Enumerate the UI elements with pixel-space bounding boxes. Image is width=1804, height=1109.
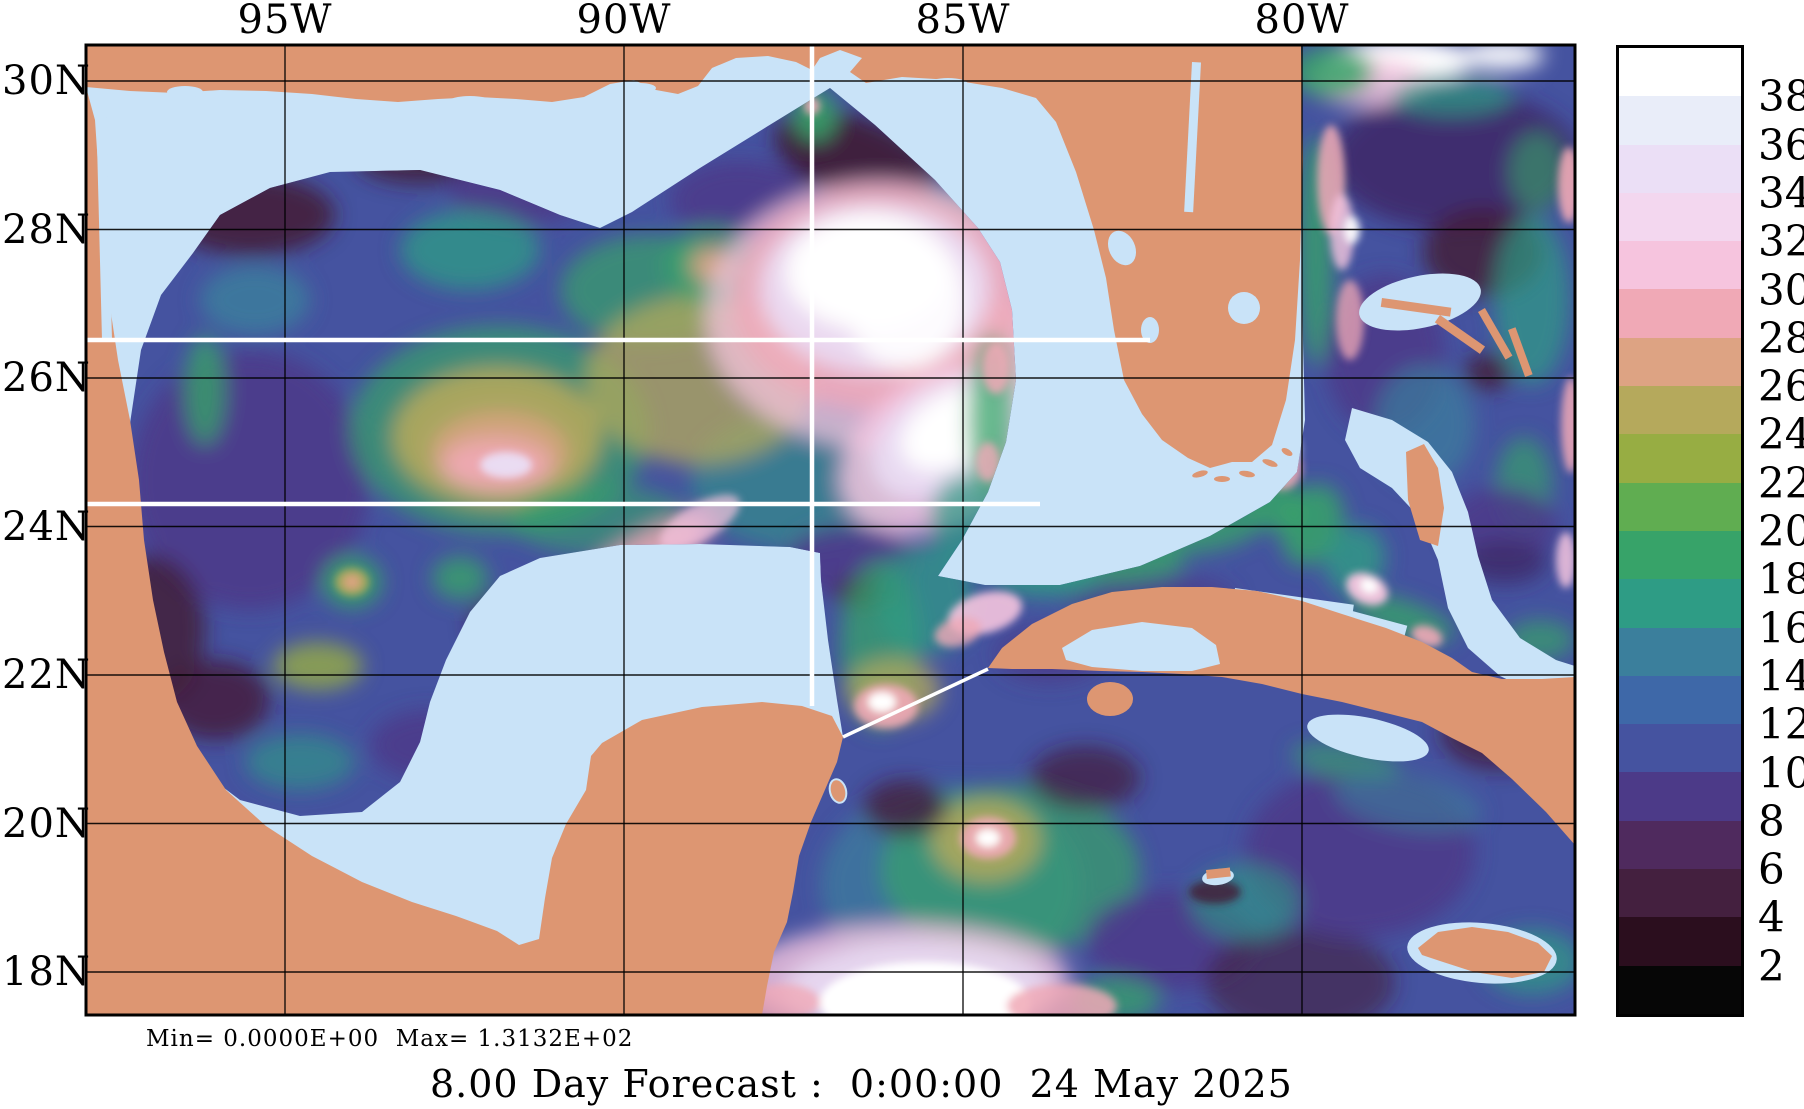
land-grand-bahama <box>1380 298 1452 317</box>
colorbar-segment <box>1619 144 1741 193</box>
colorbar-segment <box>1619 192 1741 242</box>
colorbar-segment <box>1619 337 1741 387</box>
lat-tick-label: 30N <box>2 58 91 104</box>
colorbar-segment <box>1619 724 1741 773</box>
colorbar-tick-label: 34 <box>1758 168 1804 218</box>
colorbar-tick-label: 24 <box>1758 409 1804 459</box>
colorbar-segment <box>1619 820 1741 870</box>
land-us-florida <box>86 45 1303 468</box>
land-andros <box>1406 444 1444 546</box>
colorbar-tick-label: 12 <box>1758 699 1804 749</box>
colorbar-tick-label: 10 <box>1758 748 1804 797</box>
map-frame <box>84 43 1577 1017</box>
coastal-lagoons <box>96 62 1260 671</box>
lat-tick-label: 22N <box>2 652 91 698</box>
lon-tick-label: 90W <box>576 0 672 43</box>
colorbar-segment <box>1619 482 1741 531</box>
lake-okeechobee <box>1228 292 1260 324</box>
figure-title: 8.00 Day Forecast : 0:00:00 24 May 2025 <box>430 1062 1293 1106</box>
colorbar-segment <box>1619 917 1741 966</box>
lat-tick-label: 26N <box>2 355 91 401</box>
gridlines <box>86 45 1575 1015</box>
land-cayman <box>1206 867 1231 879</box>
colorbar-segment <box>1619 48 1741 97</box>
colorbar-segment <box>1619 579 1741 628</box>
ocean-data-layer <box>126 45 1575 1015</box>
colorbar-tick-label: 38 <box>1758 71 1804 121</box>
land-abaco <box>1434 315 1486 354</box>
lon-tick-label: 95W <box>237 0 333 43</box>
colorbar-tick-label: 16 <box>1758 603 1804 653</box>
land-isla-juventud <box>1087 682 1133 716</box>
lon-tick-label: 85W <box>915 0 1011 43</box>
colorbar-tick-label: 6 <box>1758 844 1785 894</box>
colorbar-tick-label: 22 <box>1758 458 1804 508</box>
lat-tick-label: 18N <box>2 949 91 995</box>
colorbar-tick-label: 18 <box>1758 554 1804 604</box>
land-cozumel <box>830 780 846 802</box>
track-lines <box>86 45 1150 739</box>
colorbar-tick-label: 32 <box>1758 216 1804 266</box>
land-mexico-yucatan <box>86 87 843 1015</box>
colorbar-segment <box>1619 96 1741 145</box>
land-cat-island <box>1508 327 1533 377</box>
colorbar-tick-label: 28 <box>1758 313 1804 363</box>
colorbar-segment <box>1619 627 1741 676</box>
colorbar-tick-label: 4 <box>1758 892 1785 942</box>
colorbar-tick-label: 30 <box>1758 265 1804 314</box>
minmax-stats: Min= 0.0000E+00 Max= 1.3132E+02 <box>146 1026 634 1052</box>
colorbar <box>1616 45 1744 1017</box>
tampa-bay <box>1107 230 1137 266</box>
lat-tick-label: 20N <box>2 800 91 847</box>
land-eleuthera <box>1478 308 1513 360</box>
colorbar-tick-label: 36 <box>1758 120 1804 170</box>
colorbar-segment <box>1619 869 1741 918</box>
colorbar-tick-label: 20 <box>1758 506 1804 556</box>
colorbar-segment <box>1619 289 1741 338</box>
colorbar-tick-label: 8 <box>1758 796 1785 846</box>
colorbar-segment <box>1619 772 1741 821</box>
colorbar-tick-label: 26 <box>1758 361 1804 411</box>
gulf-of-batabano <box>1062 622 1220 671</box>
land-jamaica <box>1418 927 1552 978</box>
colorbar-segment <box>1619 434 1741 483</box>
lon-tick-label: 80W <box>1254 0 1350 43</box>
colorbar-segment <box>1619 386 1741 435</box>
colorbar-segment <box>1619 675 1741 725</box>
colorbar-segment <box>1619 241 1741 290</box>
lat-tick-label: 28N <box>2 206 91 253</box>
colorbar-tick-label: 2 <box>1758 941 1785 991</box>
colorbar-segment <box>1619 530 1741 580</box>
lat-tick-label: 24N <box>2 503 91 550</box>
colorbar-segment <box>1619 965 1741 1014</box>
colorbar-tick-label: 14 <box>1758 651 1804 701</box>
